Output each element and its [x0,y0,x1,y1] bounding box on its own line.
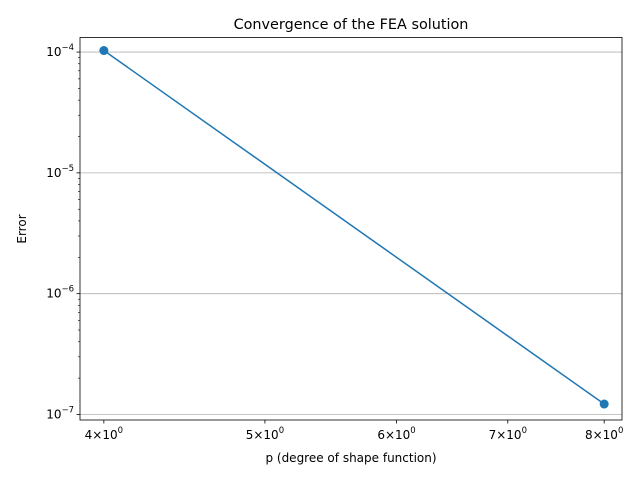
y-tick-label-0: 10−4 [46,43,74,59]
grid-lines [80,51,622,415]
y-tick-label-3: 10−7 [46,405,74,421]
chart-title: Convergence of the FEA solution [234,17,469,33]
y-tick-label-2: 10−6 [46,285,74,301]
y-tick-label-1: 10−5 [46,164,74,180]
series-line-0 [103,49,605,405]
x-tick-label-4: 8×100 [585,426,623,442]
plot-frame [79,37,623,421]
x-tick-label-3: 7×100 [489,426,527,442]
data-point-0-1 [599,399,609,409]
plot-area [80,37,622,420]
data-point-0-0 [99,46,109,56]
x-tick-label-1: 5×100 [246,426,284,442]
x-axis-label: p (degree of shape function) [265,451,436,465]
y-axis-label: Error [15,214,29,243]
series-layer [99,46,609,409]
x-tick-label-2: 6×100 [377,426,415,442]
x-tick-label-0: 4×100 [85,426,123,442]
y-axis-ticks: 10−4 10−5 10−6 10−7 [46,43,80,421]
x-axis-ticks: 4×100 5×100 6×100 7×100 8×100 [85,420,623,442]
